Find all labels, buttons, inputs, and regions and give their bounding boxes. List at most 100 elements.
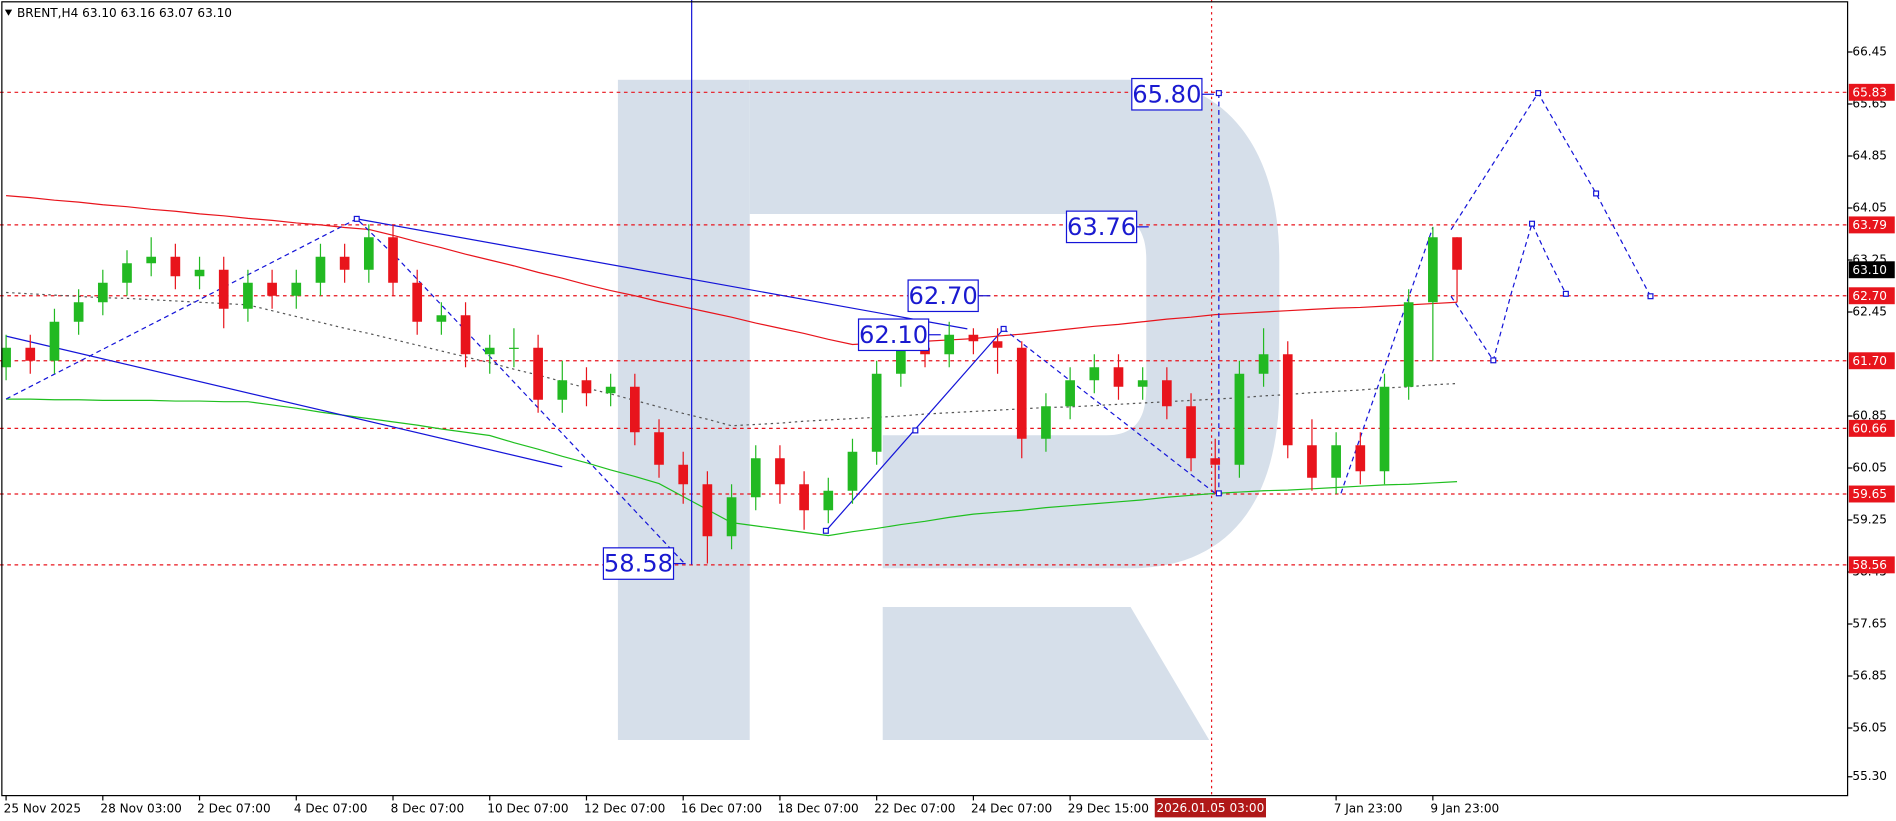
candle-body xyxy=(388,237,398,283)
candle-body xyxy=(146,256,157,264)
annotation-label: 62.70 xyxy=(909,282,978,310)
candle-body xyxy=(460,315,471,355)
candle-body xyxy=(339,256,350,270)
annotations: 65.80 63.76 62.70 62.10 58.58 xyxy=(602,77,1215,580)
level-label: 63.79 xyxy=(1852,218,1887,232)
candle-body xyxy=(243,282,253,309)
candle-body xyxy=(968,334,979,342)
candle-body xyxy=(1428,237,1438,303)
candle-body xyxy=(1,347,11,368)
candle-body xyxy=(436,315,447,322)
level-label-bg xyxy=(1848,83,1895,101)
wave-dashed xyxy=(1003,328,1216,494)
vertex xyxy=(1593,190,1600,197)
annotation-box xyxy=(602,547,675,580)
x-tick-label: 2 Dec 07:00 xyxy=(197,801,271,815)
candle-body xyxy=(605,386,616,394)
candle-body xyxy=(581,380,592,394)
annotation-box xyxy=(1131,77,1203,111)
vertex xyxy=(353,215,360,222)
x-tick-label: 22 Dec 07:00 xyxy=(874,801,955,815)
y-tick-label: 57.65 xyxy=(1852,617,1887,631)
x-tick-label: 8 Dec 07:00 xyxy=(391,801,465,815)
candle-body xyxy=(1282,354,1293,446)
x-tick-label: 16 Dec 07:00 xyxy=(681,801,762,815)
vertex xyxy=(822,527,829,534)
x-tick-label: 4 Dec 07:00 xyxy=(294,801,368,815)
crosshair-label: 2026.01.05 03:00 xyxy=(1156,801,1264,815)
y-tick-label: 56.85 xyxy=(1852,669,1887,683)
annotation-box xyxy=(857,318,930,352)
candle-body xyxy=(678,464,689,485)
vertex xyxy=(1528,220,1536,227)
candle-body xyxy=(1162,380,1172,407)
level-label: 59.65 xyxy=(1852,487,1887,501)
candle-body xyxy=(557,380,568,400)
x-tick-label: 9 Jan 23:00 xyxy=(1430,801,1499,815)
vertex xyxy=(912,427,919,434)
level-label-bg xyxy=(1848,352,1895,370)
candle-body xyxy=(291,282,302,296)
annotation-box xyxy=(1065,210,1138,244)
level-label: 58.56 xyxy=(1852,558,1887,572)
candle-body xyxy=(484,347,495,355)
candle-body xyxy=(533,347,543,400)
axes: 66.4565.6564.8564.0563.2562.4560.8560.05… xyxy=(4,45,1895,815)
trend-line xyxy=(356,218,968,330)
candle-body xyxy=(412,282,423,322)
candle-body xyxy=(775,458,785,485)
x-tick-label: 7 Jan 23:00 xyxy=(1334,801,1403,815)
crosshair-label-bg xyxy=(1154,798,1267,818)
logo-stem xyxy=(617,79,750,740)
candle-body xyxy=(1137,380,1148,387)
candle-body xyxy=(702,484,713,537)
candles xyxy=(1,224,1462,564)
candle-body xyxy=(315,256,326,283)
x-tick-label: 24 Dec 07:00 xyxy=(971,801,1052,815)
logo-bowl xyxy=(617,79,1280,569)
level-label: 62.70 xyxy=(1852,289,1887,303)
candle-body xyxy=(122,263,132,283)
overlay-line xyxy=(6,195,1458,346)
annotation-label: 58.58 xyxy=(604,550,673,578)
candle-body xyxy=(218,269,229,309)
candle-body xyxy=(799,484,809,511)
x-tick-label: 29 Dec 15:00 xyxy=(1068,801,1149,815)
candle-body xyxy=(509,347,519,349)
candle-body xyxy=(1452,237,1462,270)
level-label: 63.10 xyxy=(1852,263,1887,277)
candle-body xyxy=(363,237,374,270)
vertex xyxy=(1000,325,1007,332)
candle-body xyxy=(170,256,181,277)
vertex xyxy=(1647,293,1654,300)
vertex xyxy=(1490,357,1497,364)
y-tick-label: 62.45 xyxy=(1852,305,1887,319)
candle-body xyxy=(1065,380,1075,407)
x-tick-label: 28 Nov 03:00 xyxy=(100,801,181,815)
y-tick-label: 64.05 xyxy=(1852,201,1887,215)
plot-frame xyxy=(1,1,1849,797)
candle-body xyxy=(73,302,84,322)
level-label: 60.66 xyxy=(1852,421,1887,435)
y-tick-label: 59.25 xyxy=(1852,513,1887,527)
candle-body xyxy=(1355,445,1366,472)
candle-body xyxy=(726,497,737,537)
forecast-path xyxy=(1450,91,1652,297)
candle-body xyxy=(992,341,1003,348)
y-tick-label: 56.05 xyxy=(1852,721,1887,735)
vertex xyxy=(1535,90,1542,97)
candle-body xyxy=(1307,445,1317,478)
candle-body xyxy=(1258,354,1269,374)
level-label-bg xyxy=(1848,419,1895,437)
level-label: 61.70 xyxy=(1852,354,1887,368)
wave-dashed xyxy=(5,218,687,566)
level-label-bg xyxy=(1848,556,1895,574)
y-tick-label: 60.85 xyxy=(1852,409,1887,423)
level-label-bg xyxy=(1848,485,1895,503)
vertex xyxy=(1562,290,1569,297)
level-label: 65.83 xyxy=(1852,85,1887,99)
candle-body xyxy=(1041,406,1051,439)
logo-leg xyxy=(882,606,1210,740)
